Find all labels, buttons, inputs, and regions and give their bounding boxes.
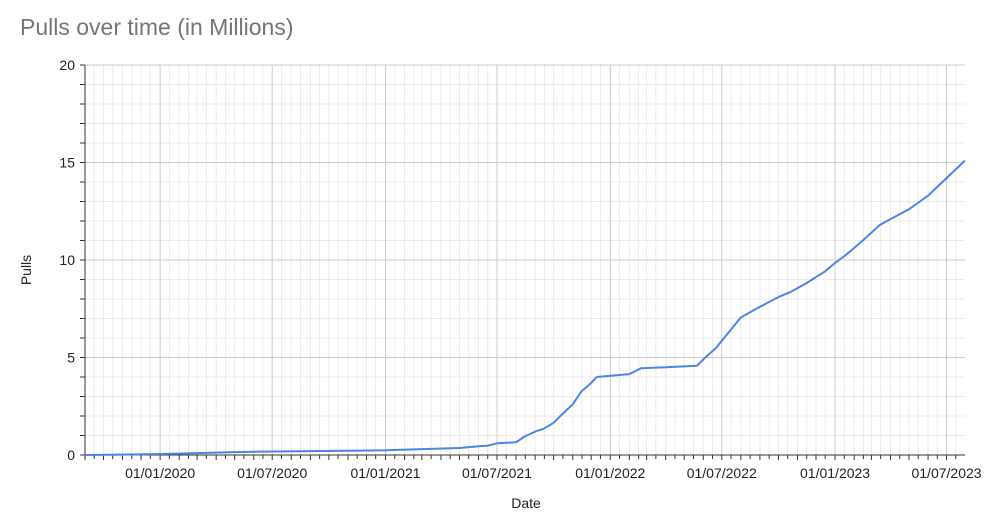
series-layer bbox=[84, 159, 966, 456]
y-tick-label: 5 bbox=[67, 350, 75, 366]
series-line-0 bbox=[84, 159, 966, 456]
x-tick-label: 01/01/2022 bbox=[575, 465, 645, 481]
x-tick-label: 01/07/2021 bbox=[462, 465, 532, 481]
y-axis-label: Pulls bbox=[18, 255, 34, 285]
y-tick-label: 10 bbox=[59, 252, 75, 268]
x-tick-label: 01/01/2023 bbox=[800, 465, 870, 481]
x-tick-label: 01/07/2023 bbox=[911, 465, 981, 481]
major-gridlines bbox=[85, 64, 965, 456]
x-axis-label: Date bbox=[511, 495, 541, 511]
chart-title: Pulls over time (in Millions) bbox=[20, 14, 294, 40]
y-tick-label: 15 bbox=[59, 155, 75, 171]
axis-ticks: 0 5 10 15 20 01/01/2020 01/07/2020 01/01/2021 01… bbox=[59, 57, 981, 481]
x-tick-label: 01/01/2020 bbox=[125, 465, 195, 481]
x-tick-label: 01/07/2020 bbox=[237, 465, 307, 481]
x-tick-label: 01/07/2022 bbox=[687, 465, 757, 481]
y-tick-label: 20 bbox=[59, 57, 75, 73]
x-tick-label: 01/01/2021 bbox=[350, 465, 420, 481]
y-tick-label: 0 bbox=[67, 447, 75, 463]
